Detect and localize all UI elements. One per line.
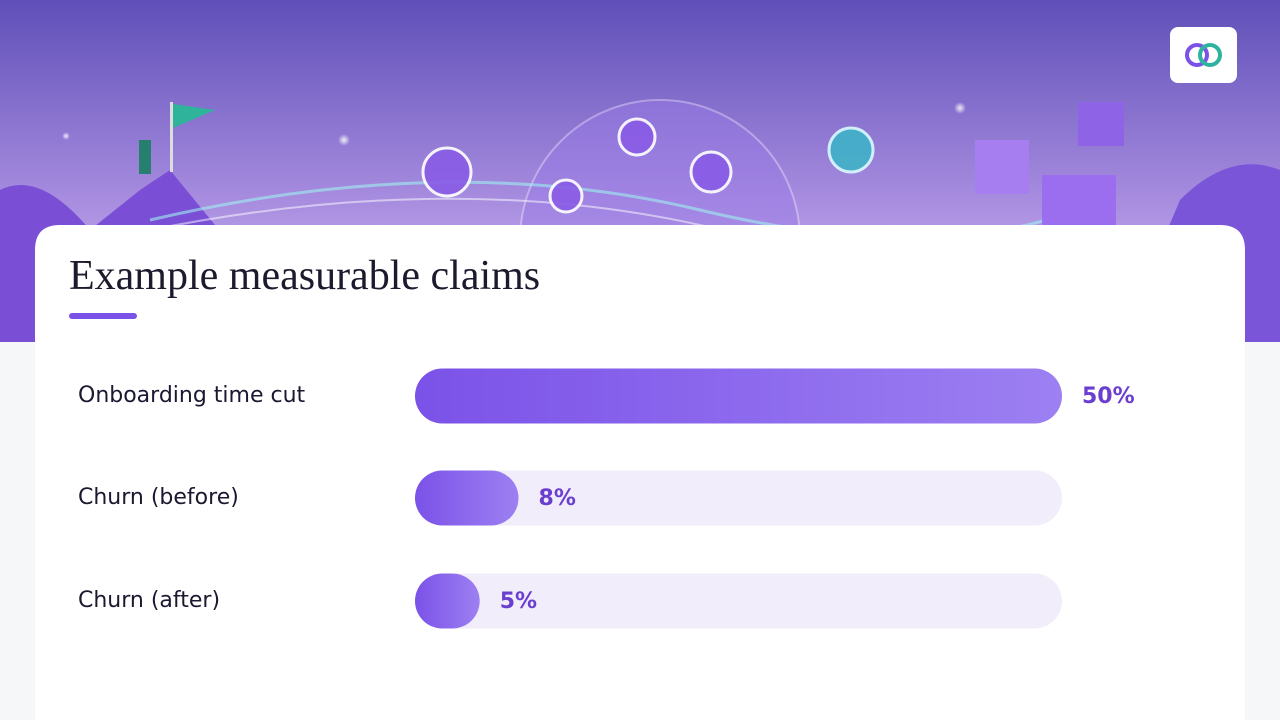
bar-track xyxy=(415,573,1062,629)
bar xyxy=(415,573,480,629)
title-accent xyxy=(69,313,137,319)
chart-title: Example measurable claims xyxy=(69,253,540,299)
category-label: Churn (after) xyxy=(78,588,220,613)
logo-box xyxy=(1170,27,1237,83)
plot: Onboarding time cut 50% Churn (before) 8% Ch… xyxy=(78,368,1135,629)
bar xyxy=(415,470,519,526)
logo xyxy=(1185,43,1222,67)
category-label: Onboarding time cut xyxy=(78,383,306,408)
value-label: 8% xyxy=(539,486,576,511)
bar-track xyxy=(415,470,1062,526)
bar xyxy=(415,368,1062,424)
category-label: Churn (before) xyxy=(78,485,239,510)
value-label: 50% xyxy=(1082,384,1135,409)
value-label: 5% xyxy=(500,589,537,614)
